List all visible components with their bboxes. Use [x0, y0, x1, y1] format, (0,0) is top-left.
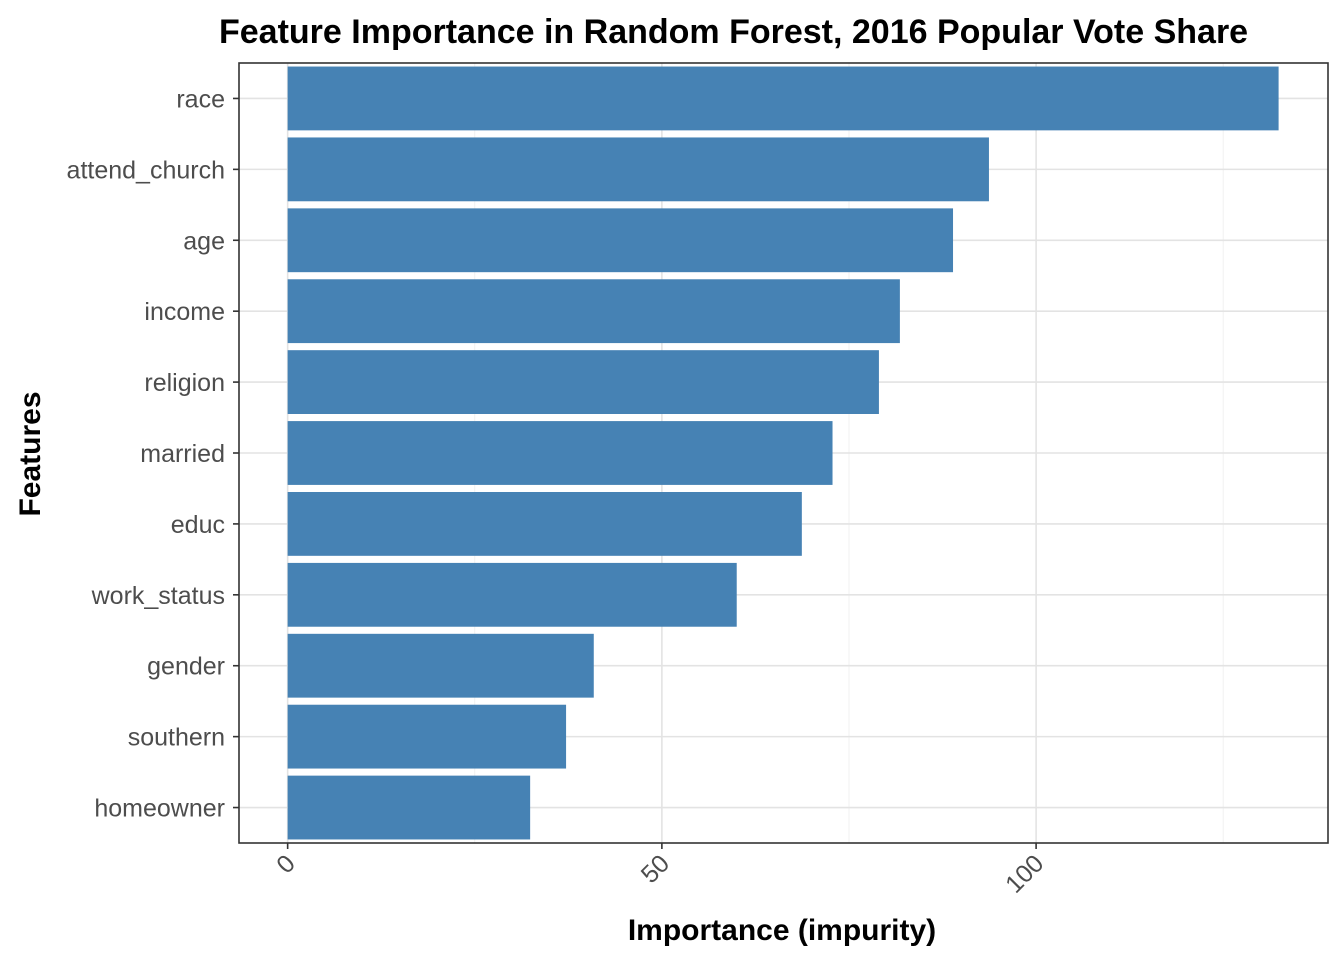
x-axis-title: Importance (impurity): [628, 914, 936, 947]
bar-married: [287, 421, 833, 485]
bar-southern: [287, 704, 567, 769]
y-tick-label: homeowner: [94, 795, 225, 823]
y-tick-label: gender: [147, 653, 225, 681]
bar-religion: [287, 350, 879, 414]
bar-race: [287, 66, 1279, 131]
bar-age: [287, 208, 954, 273]
bar-gender: [287, 633, 594, 698]
x-tick-label: 50: [636, 849, 675, 888]
bar-income: [287, 279, 900, 344]
bar-attend-church: [287, 137, 989, 202]
y-tick-label: attend_church: [67, 156, 225, 184]
y-tick-label: southern: [128, 724, 225, 752]
y-axis-title: Features: [14, 391, 47, 516]
y-tick-label: married: [140, 440, 225, 468]
y-tick-label: age: [183, 227, 225, 255]
bar-educ: [287, 492, 802, 556]
x-tick-label: 100: [1000, 849, 1049, 898]
bar-layer: [287, 66, 1279, 840]
y-tick-label: educ: [171, 511, 225, 539]
y-tick-label: income: [144, 298, 225, 326]
y-tick-label: religion: [144, 369, 225, 397]
bar-work-status: [287, 562, 737, 627]
y-tick-label: race: [176, 85, 225, 113]
y-tick-label: work_status: [91, 582, 225, 610]
x-tick-label: 0: [271, 849, 301, 879]
bar-homeowner: [287, 775, 531, 840]
chart-title: Feature Importance in Random Forest, 201…: [219, 13, 1248, 51]
